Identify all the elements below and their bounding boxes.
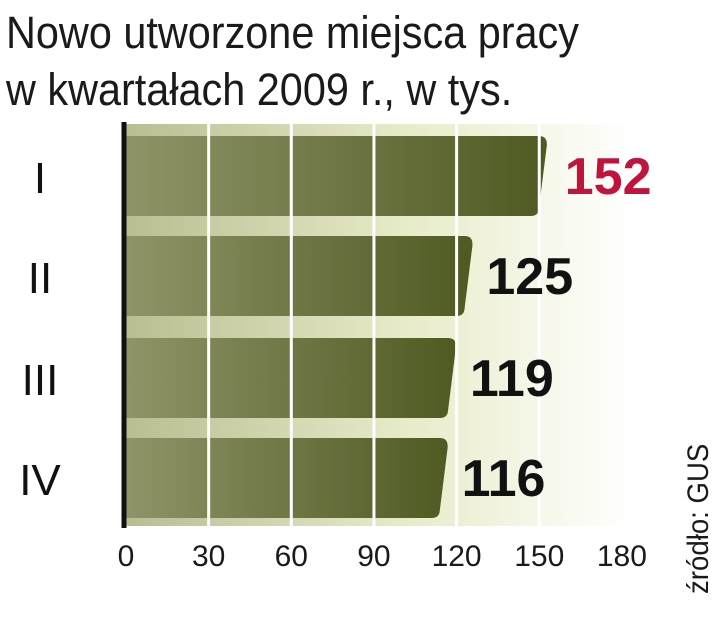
x-tick-label-90: 90 [357, 540, 390, 573]
value-label-iii: 119 [470, 350, 554, 408]
value-label-ii: 125 [486, 248, 573, 306]
category-label-ii: II [28, 254, 52, 303]
value-label-iv: 116 [462, 450, 546, 508]
x-tick-label-0: 0 [118, 540, 135, 573]
category-label-i: I [34, 154, 46, 203]
category-label-iii: III [22, 356, 59, 405]
category-label-iv: IV [19, 456, 61, 505]
x-tick-label-60: 60 [275, 540, 308, 573]
bar-ii [126, 236, 473, 316]
bar-iv [126, 438, 448, 518]
x-tick-label-120: 120 [432, 540, 482, 573]
chart-title-line-2: w kwartałach 2009 r., w tys. [6, 64, 513, 115]
source-note: źródło: GUS [682, 443, 715, 594]
value-label-i: 152 [565, 148, 652, 206]
chart-title-line-1: Nowo utworzone miejsca pracy [6, 7, 579, 58]
bar-i [126, 136, 547, 216]
x-tick-label-30: 30 [192, 540, 225, 573]
x-tick-label-180: 180 [597, 540, 647, 573]
x-tick-label-150: 150 [514, 540, 564, 573]
